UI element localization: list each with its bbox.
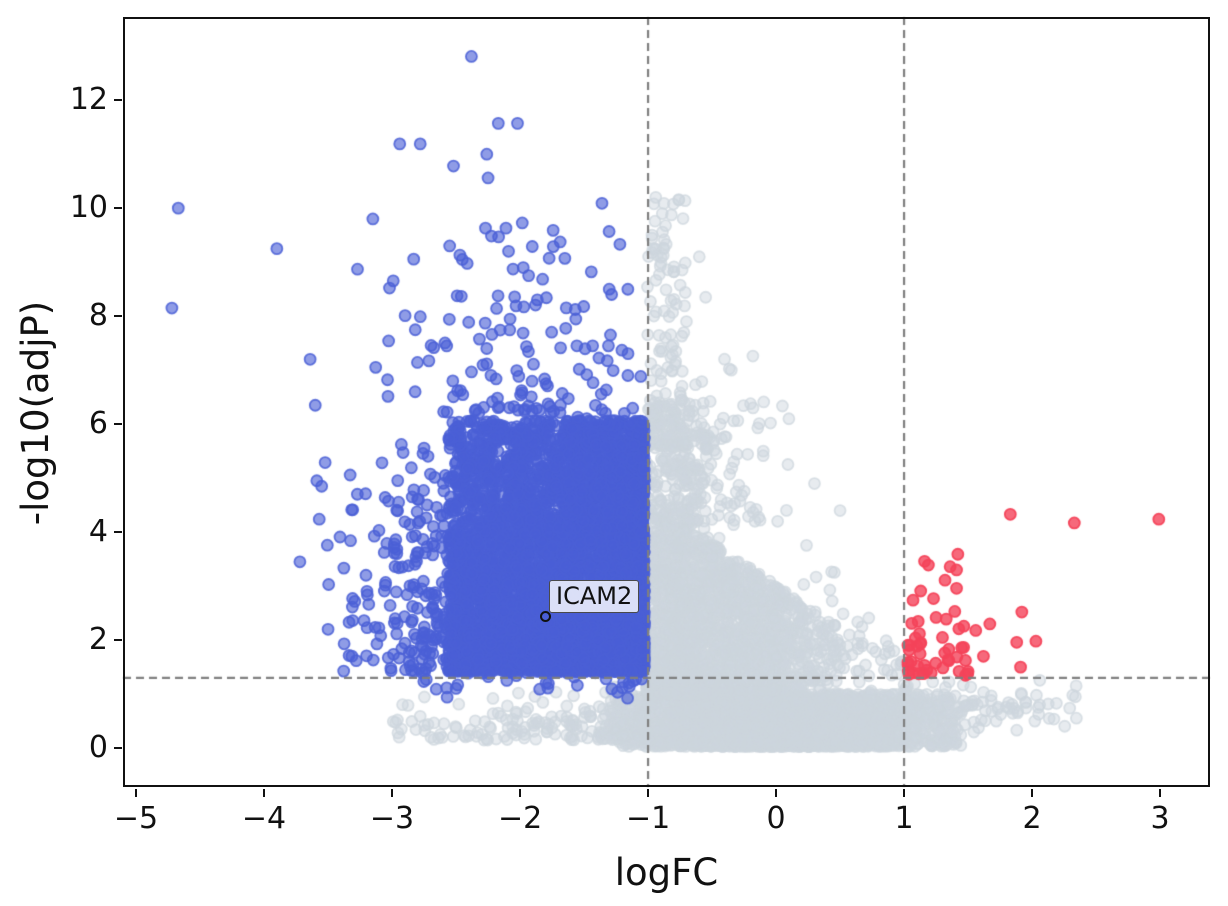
y-tick-label: 10 xyxy=(69,190,108,226)
x-tick-mark xyxy=(775,789,778,797)
y-tick-label: 8 xyxy=(88,298,108,334)
y-tick-label: 4 xyxy=(88,514,108,550)
y-tick-mark xyxy=(114,747,122,750)
y-tick-label: 6 xyxy=(88,406,108,442)
x-tick-label: 1 xyxy=(894,801,914,836)
y-tick-mark xyxy=(114,315,122,318)
x-tick-mark xyxy=(263,789,266,797)
plot-area-border xyxy=(123,17,1210,787)
y-tick-label: 0 xyxy=(88,730,108,766)
y-tick-mark xyxy=(114,207,122,210)
y-axis-label: -log10(adjP) xyxy=(13,300,57,526)
gene-annotation-label: ICAM2 xyxy=(549,580,640,613)
y-tick-mark xyxy=(114,531,122,534)
x-tick-label: −2 xyxy=(497,801,543,836)
x-axis-label: logFC xyxy=(614,851,719,894)
y-tick-mark xyxy=(114,99,122,102)
x-tick-label: −4 xyxy=(241,801,287,836)
x-tick-label: −3 xyxy=(369,801,415,836)
x-tick-label: 0 xyxy=(766,801,786,836)
y-tick-mark xyxy=(114,423,122,426)
x-tick-mark xyxy=(1159,789,1162,797)
y-tick-mark xyxy=(114,639,122,642)
x-tick-mark xyxy=(647,789,650,797)
x-tick-label: −5 xyxy=(113,801,159,836)
x-tick-label: 3 xyxy=(1150,801,1170,836)
x-tick-label: 2 xyxy=(1022,801,1042,836)
x-tick-label: −1 xyxy=(625,801,671,836)
x-tick-mark xyxy=(903,789,906,797)
y-tick-label: 2 xyxy=(88,622,108,658)
y-tick-label: 12 xyxy=(69,82,108,118)
x-tick-mark xyxy=(135,789,138,797)
x-tick-mark xyxy=(1031,789,1034,797)
gene-anchor-marker xyxy=(540,611,551,622)
x-tick-mark xyxy=(391,789,394,797)
x-tick-mark xyxy=(519,789,522,797)
